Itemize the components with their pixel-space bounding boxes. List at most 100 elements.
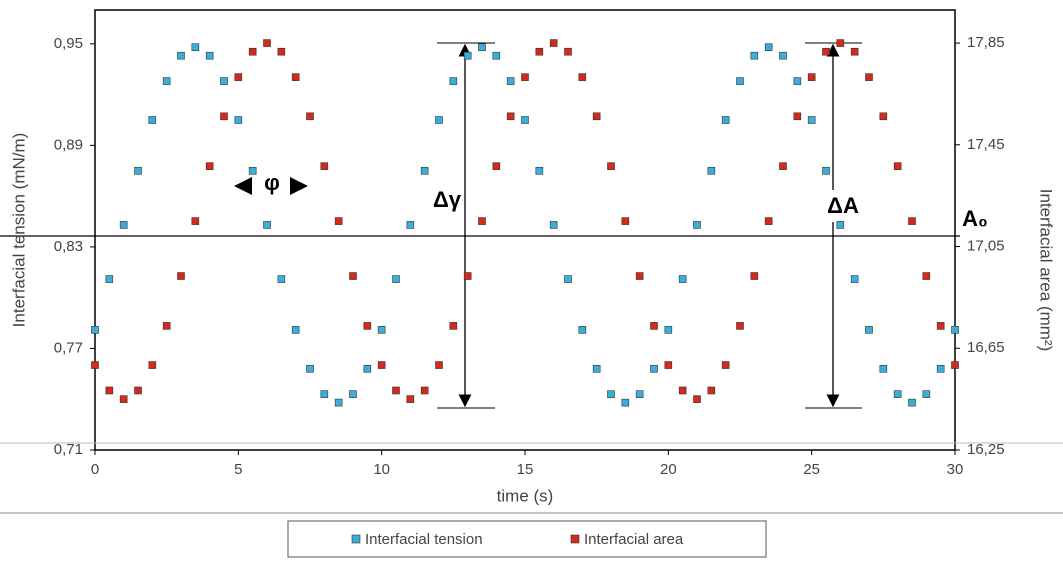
data-point (463, 51, 472, 60)
data-point (736, 322, 744, 330)
x-tick-label: 15 (517, 461, 534, 478)
data-point (263, 221, 271, 229)
data-point (191, 217, 200, 225)
data-point (564, 47, 572, 56)
data-point (764, 217, 773, 225)
data-point (736, 77, 744, 85)
data-point (922, 390, 931, 398)
data-point (678, 275, 687, 283)
y-tick-label: 0,71 (54, 441, 83, 458)
data-point (535, 166, 544, 175)
data-point (392, 275, 400, 283)
data-point (478, 217, 486, 225)
data-point (549, 221, 558, 229)
data-point (635, 390, 644, 398)
data-point (850, 47, 859, 56)
data-point (951, 361, 959, 369)
data-point (607, 390, 615, 398)
data-point (564, 275, 572, 283)
data-point (635, 272, 644, 280)
data-point (506, 77, 515, 85)
data-point (248, 47, 257, 56)
data-point (220, 112, 228, 121)
data-point (320, 390, 329, 398)
data-point (148, 361, 157, 369)
data-point (908, 217, 916, 225)
data-point (865, 326, 873, 334)
data-point (865, 73, 873, 81)
data-point (779, 51, 787, 60)
data-point (449, 322, 458, 330)
legend-label: Interfacial area (584, 531, 684, 548)
data-point (349, 390, 357, 398)
data-point (850, 275, 859, 283)
y2-tick-label: 17,85 (967, 34, 1005, 51)
y-tick-label: 0,95 (54, 35, 83, 52)
data-point (220, 77, 228, 85)
data-point (420, 386, 429, 395)
data-point (134, 386, 142, 395)
data-point (721, 116, 730, 124)
data-point (578, 73, 587, 81)
data-point (306, 112, 314, 121)
data-point (263, 39, 271, 47)
data-point (650, 322, 658, 330)
y2-tick-label: 17,45 (967, 136, 1005, 153)
y-axis-label: Interfacial tension (mN/m) (9, 133, 28, 328)
data-point (420, 166, 429, 175)
data-point (764, 43, 773, 52)
data-point (105, 275, 114, 283)
data-point (91, 361, 99, 369)
data-point (506, 112, 515, 121)
data-point (807, 73, 816, 81)
data-point (478, 43, 486, 52)
data-point (936, 364, 945, 373)
data-point (664, 361, 673, 369)
data-point (349, 272, 357, 280)
data-point (521, 116, 529, 124)
legend-marker (351, 534, 361, 544)
annotation: Δγ (433, 187, 462, 212)
data-point (592, 364, 601, 373)
data-point (521, 73, 529, 81)
data-point (836, 221, 845, 229)
y2-tick-label: 16,25 (967, 441, 1005, 458)
data-point (406, 221, 415, 229)
data-point (205, 162, 214, 170)
data-point (621, 398, 630, 407)
data-point (248, 166, 257, 175)
data-point (535, 47, 544, 56)
data-point (779, 162, 787, 170)
data-point (162, 322, 171, 330)
data-point (377, 361, 386, 369)
y-tick-label: 0,89 (54, 136, 83, 153)
x-tick-label: 25 (803, 461, 820, 478)
data-point (893, 162, 902, 170)
annotation: ΔA (827, 193, 859, 218)
x-tick-label: 30 (947, 461, 964, 478)
data-point (234, 73, 243, 81)
data-point (693, 221, 701, 229)
data-point (822, 166, 830, 175)
data-point (607, 162, 615, 170)
data-point (105, 386, 114, 395)
y2-tick-label: 16,65 (967, 339, 1005, 356)
data-point (908, 398, 916, 407)
data-point (893, 390, 902, 398)
data-point (119, 221, 128, 229)
x-axis-label: time (s) (497, 486, 554, 505)
y2-tick-label: 17,05 (967, 238, 1005, 255)
data-point (277, 47, 286, 56)
data-point (291, 73, 300, 81)
data-point (549, 39, 558, 47)
data-point (435, 361, 443, 369)
data-point (306, 364, 314, 373)
annotation: A₀ (962, 206, 988, 231)
data-point (951, 326, 959, 334)
data-point (205, 51, 214, 60)
label-bg (428, 185, 464, 215)
data-point (177, 272, 185, 280)
legend (287, 520, 767, 558)
legend-marker (570, 534, 580, 544)
